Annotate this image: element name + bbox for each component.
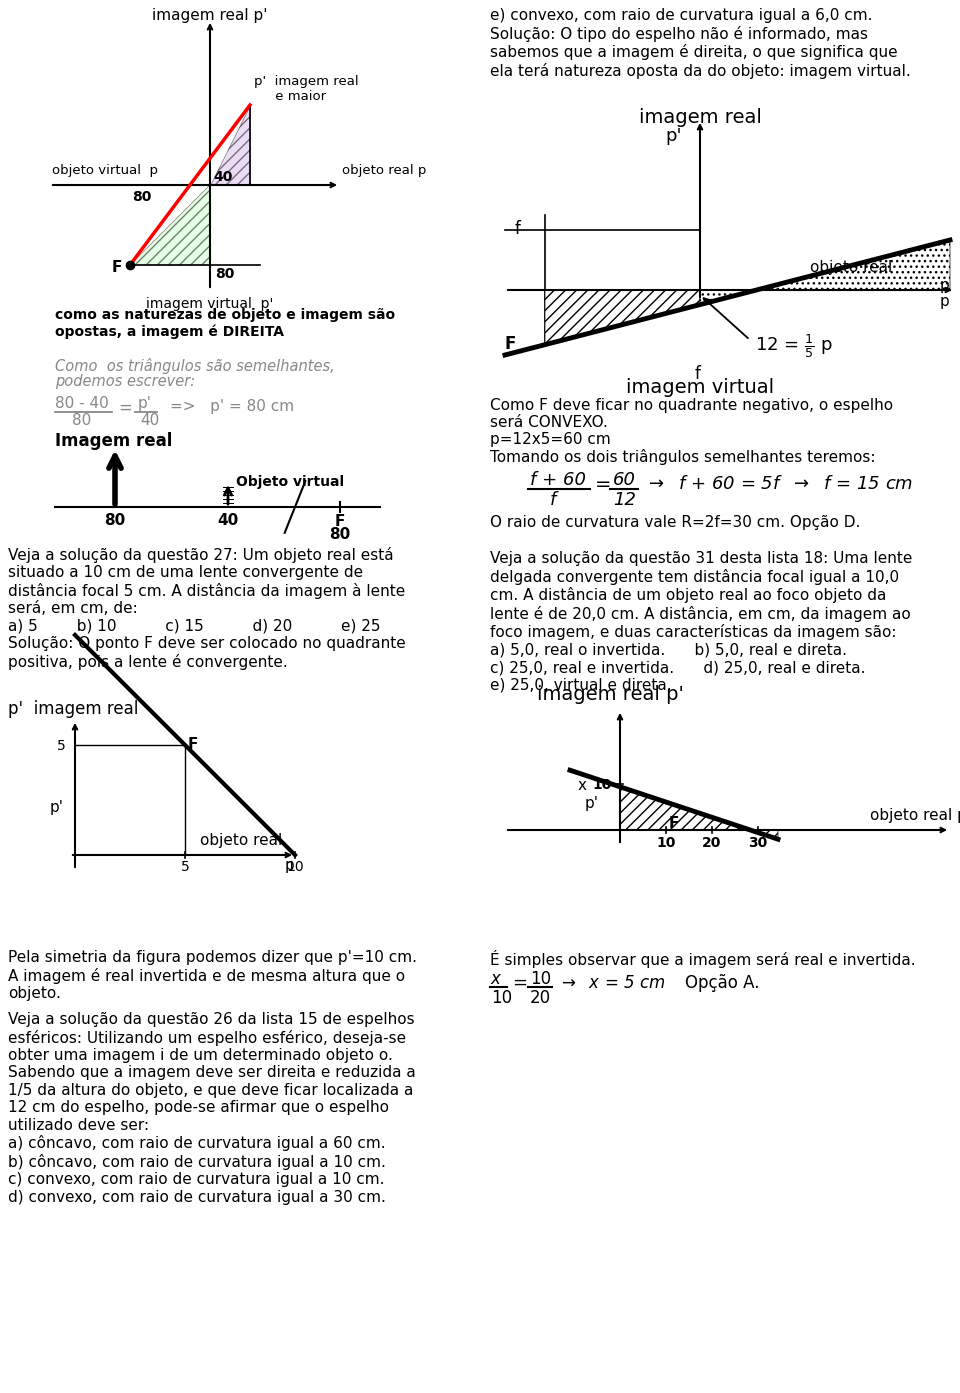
Text: p: p [940, 294, 949, 309]
Text: imagem virtual  p': imagem virtual p' [146, 297, 274, 311]
Text: 80: 80 [132, 189, 152, 203]
Text: 40: 40 [140, 412, 159, 428]
Text: F: F [188, 737, 199, 752]
Text: p: p [940, 279, 949, 293]
Text: Objeto virtual: Objeto virtual [236, 475, 344, 489]
Text: p'  imagem real: p' imagem real [8, 701, 138, 717]
Text: Tomando os dois triângulos semelhantes teremos:: Tomando os dois triângulos semelhantes t… [490, 449, 876, 465]
Text: 5: 5 [180, 859, 189, 873]
Text: =>   p' = 80 cm: => p' = 80 cm [170, 398, 294, 414]
Text: Como F deve ficar no quadrante negativo, o espelho: Como F deve ficar no quadrante negativo,… [490, 398, 893, 412]
Text: f: f [515, 220, 521, 238]
Text: e) convexo, com raio de curvatura igual a 6,0 cm.
Solução: O tipo do espelho não: e) convexo, com raio de curvatura igual … [490, 8, 911, 79]
Polygon shape [545, 290, 700, 344]
Text: imagem virtual: imagem virtual [626, 378, 774, 397]
Text: p': p' [138, 396, 152, 411]
Text: será CONVEXO.: será CONVEXO. [490, 415, 608, 430]
Text: =: = [118, 398, 132, 417]
Polygon shape [210, 104, 250, 185]
Text: É simples observar que a imagem será real e invertida.: É simples observar que a imagem será rea… [490, 950, 916, 968]
Text: imagem real p': imagem real p' [537, 685, 684, 703]
Text: objeto real p: objeto real p [342, 164, 426, 177]
Text: 10: 10 [286, 859, 303, 873]
Text: $\rightarrow$  x = 5 cm: $\rightarrow$ x = 5 cm [558, 974, 665, 992]
Text: objeto real p: objeto real p [870, 808, 960, 823]
Text: p'  imagem real
     e maior: p' imagem real e maior [254, 75, 359, 103]
Text: 40: 40 [213, 170, 232, 184]
Text: F: F [505, 334, 516, 352]
Text: objeto virtual  p: objeto virtual p [52, 164, 158, 177]
Text: 10: 10 [592, 779, 612, 793]
Text: Como  os triângulos são semelhantes,: Como os triângulos são semelhantes, [55, 358, 335, 373]
Text: 10: 10 [491, 989, 512, 1007]
Text: $\rightarrow$  f + 60 = 5f  $\rightarrow$  f = 15 cm: $\rightarrow$ f + 60 = 5f $\rightarrow$ … [645, 475, 913, 493]
Text: Imagem real: Imagem real [55, 432, 173, 450]
Polygon shape [130, 185, 210, 265]
Text: 12 = $\frac{1}{5}$ p: 12 = $\frac{1}{5}$ p [755, 332, 833, 359]
Text: Opção A.: Opção A. [685, 974, 759, 992]
Text: Veja a solução da questão 26 da lista 15 de espelhos
esféricos: Utilizando um es: Veja a solução da questão 26 da lista 15… [8, 1011, 416, 1205]
Text: 40: 40 [217, 513, 239, 528]
Text: 30: 30 [749, 836, 768, 850]
Text: f + 60: f + 60 [530, 471, 586, 489]
Text: imagem real: imagem real [638, 109, 761, 127]
Text: =: = [512, 974, 527, 992]
Text: 80: 80 [215, 267, 234, 281]
Text: p: p [285, 858, 295, 873]
Text: F: F [112, 259, 122, 274]
Text: 10: 10 [657, 836, 676, 850]
Text: como as naturezas de objeto e imagem são
opostas, a imagem é DIREITA: como as naturezas de objeto e imagem são… [55, 308, 396, 338]
Text: 20: 20 [530, 989, 551, 1007]
Text: x: x [490, 970, 500, 988]
Text: p': p' [585, 795, 599, 811]
Text: Pela simetria da figura podemos dizer que p'=10 cm.
A imagem é real invertida e : Pela simetria da figura podemos dizer qu… [8, 950, 417, 1002]
Text: O raio de curvatura vale R=2f=30 cm. Opção D.: O raio de curvatura vale R=2f=30 cm. Opç… [490, 515, 860, 529]
Polygon shape [620, 787, 778, 839]
Text: 60: 60 [613, 471, 636, 489]
Text: p': p' [50, 800, 64, 815]
Text: f: f [695, 365, 701, 383]
Text: podemos escrever:: podemos escrever: [55, 373, 195, 389]
Text: F: F [669, 816, 680, 832]
Text: objeto real: objeto real [200, 833, 282, 848]
Text: f: f [550, 490, 557, 508]
Text: 80: 80 [72, 412, 91, 428]
Text: 5: 5 [57, 740, 65, 754]
Text: 80: 80 [329, 527, 350, 542]
Text: imagem real p': imagem real p' [153, 8, 268, 24]
Text: 12: 12 [613, 490, 636, 508]
Text: 80: 80 [105, 513, 126, 528]
Polygon shape [700, 240, 950, 305]
Text: p=12x5=60 cm: p=12x5=60 cm [490, 432, 611, 447]
Text: Veja a solução da questão 27: Um objeto real está
situado a 10 cm de uma lente c: Veja a solução da questão 27: Um objeto … [8, 547, 406, 670]
Text: x: x [578, 779, 587, 793]
Text: 10: 10 [530, 970, 551, 988]
Text: =: = [595, 475, 612, 495]
Text: 20: 20 [703, 836, 722, 850]
Text: Veja a solução da questão 31 desta lista 18: Uma lente
delgada convergente tem d: Veja a solução da questão 31 desta lista… [490, 552, 912, 692]
Text: F: F [335, 514, 346, 529]
Text: objeto real: objeto real [810, 260, 892, 274]
Text: p': p' [665, 127, 682, 145]
Text: 80 - 40: 80 - 40 [55, 396, 108, 411]
